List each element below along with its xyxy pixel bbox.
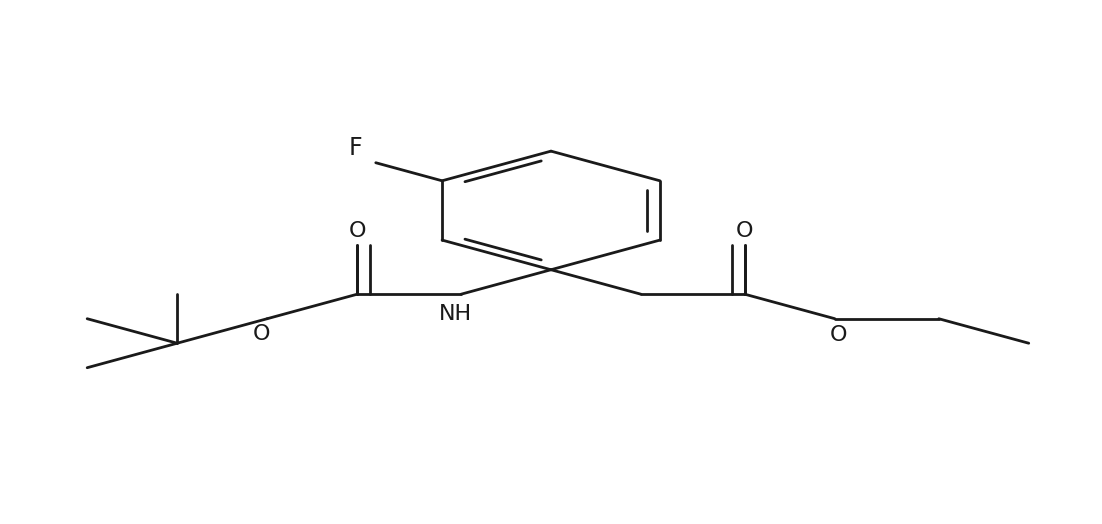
Text: O: O xyxy=(830,325,846,345)
Text: F: F xyxy=(349,136,363,160)
Text: NH: NH xyxy=(439,303,472,323)
Text: O: O xyxy=(736,221,754,241)
Text: O: O xyxy=(348,221,366,241)
Text: O: O xyxy=(253,324,270,344)
